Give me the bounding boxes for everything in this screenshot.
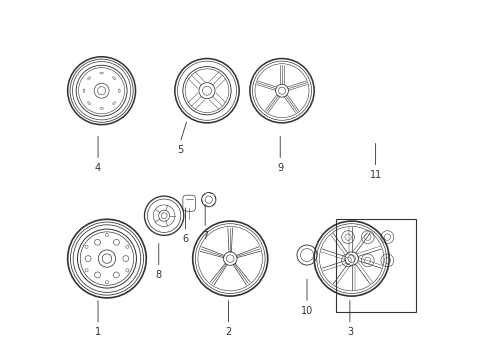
Text: 3: 3	[346, 327, 352, 337]
Text: 8: 8	[155, 270, 162, 280]
Text: 2: 2	[225, 327, 231, 337]
Text: 10: 10	[300, 306, 312, 316]
Text: 5: 5	[177, 145, 183, 155]
Text: 1: 1	[95, 327, 101, 337]
Text: 11: 11	[369, 170, 381, 180]
Text: 9: 9	[277, 163, 283, 173]
Text: 6: 6	[182, 234, 188, 244]
Text: 7: 7	[202, 231, 208, 241]
Bar	[335, 219, 415, 312]
Text: 4: 4	[95, 163, 101, 173]
